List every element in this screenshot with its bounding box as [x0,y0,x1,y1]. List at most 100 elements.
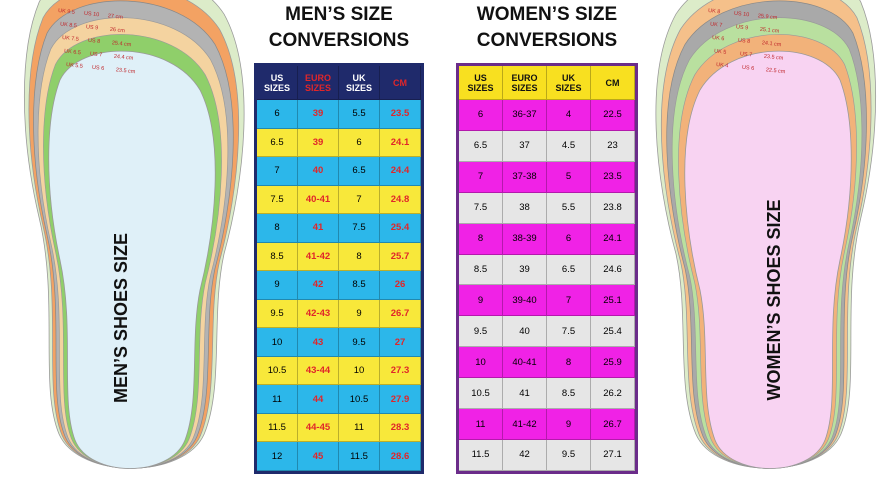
table-cell: 6.5 [547,254,591,286]
table-cell: 7 [459,161,503,193]
header-cell: CM [380,66,421,100]
table-cell: 9.5 [459,316,503,348]
insole-label: UK 9.5 US 10 27 cm [58,8,124,21]
table-cell: 11 [339,413,380,443]
insole-label-text: 26 cm [110,27,126,35]
insole-label-text: US 7 [90,51,103,58]
table-cell: 6 [547,223,591,255]
table-cell: 41-42 [503,409,547,440]
table-cell: 38 [503,192,547,224]
table-header: US SIZES EURO SIZES UK SIZES CM [257,66,421,100]
table-row: 6 39 5.5 23.5 [257,100,421,129]
table-row: 9.5 40 7.5 25.4 [459,316,635,348]
insole-label-text: UK 9.5 [58,8,75,16]
insole-label-text: 25.1 cm [760,27,781,35]
table-row: 11.5 44-45 11 28.3 [257,413,421,443]
table-cell: 37-38 [503,161,547,193]
table-cell: 27.1 [591,439,635,471]
table-cell: 39 [298,128,339,158]
table-cell: 23.8 [591,192,635,224]
table-cell: 6 [257,100,298,129]
table-cell: 23 [591,130,635,162]
title-line: WOMEN’S SIZE [476,4,618,25]
table-cell: 26.7 [591,409,635,440]
insole-label-text: UK 8.5 [60,22,77,30]
table-cell: 42 [503,439,547,471]
table-cell: 10 [257,328,298,357]
table-cell: 45 [298,442,339,471]
table-row: 7.5 40-41 7 24.8 [257,185,421,215]
header-cell: US SIZES [257,66,298,100]
table-cell: 6 [339,128,380,158]
insole-label: UK 6.5 US 7 24.4 cm [64,49,134,62]
table-cell: 8 [459,223,503,255]
title-line: MEN’S SIZE [285,4,393,25]
table-cell: 10 [339,356,380,386]
insole-label: UK 4 US 6 22.5 cm [716,62,786,75]
table-cell: 24.6 [591,254,635,286]
insole-label-text: US 9 [86,24,99,31]
table-cell: 43-44 [298,356,339,386]
insole-label-text: UK 6 [712,35,725,42]
table-cell: 9 [257,271,298,300]
table-row: 10 40-41 8 25.9 [459,347,635,379]
table-cell: 23.5 [591,161,635,193]
insole-label: UK 8.5 US 9 26 cm [60,22,126,35]
header-cell: CM [591,66,635,100]
table-cell: 11.5 [257,413,298,443]
insole-label: UK 7.5 US 8 25.4 cm [62,35,132,48]
table-cell: 10.5 [459,378,503,410]
table-cell: 9.5 [257,299,298,329]
table-cell: 7 [257,157,298,186]
table-row: 10.5 41 8.5 26.2 [459,378,635,410]
table-cell: 44-45 [298,413,339,443]
table-cell: 11.5 [459,439,503,471]
table-cell: 23.5 [380,100,421,129]
table-cell: 7 [547,285,591,317]
table-cell: 40 [298,157,339,186]
table-cell: 11.5 [339,442,380,471]
table-row: 6 36-37 4 22.5 [459,100,635,131]
table-row: 7 40 6.5 24.4 [257,157,421,186]
insole-label-text: UK 6.5 [64,49,81,57]
table-cell: 11 [459,409,503,440]
table-row: 9 42 8.5 26 [257,271,421,300]
table-cell: 24.1 [380,128,421,158]
insole-label-text: US 7 [740,51,753,58]
table-cell: 25.1 [591,285,635,317]
insole-label-text: UK 8 [708,8,721,15]
insole-label-text: US 6 [742,65,755,72]
insole-label: UK 6 US 8 24.1 cm [712,35,782,48]
table-cell: 7.5 [339,214,380,243]
table-cell: 8 [339,242,380,272]
size-table: US SIZES EURO SIZES UK SIZES CM 6 39 5.5 23.5 6.… [254,63,424,474]
table-row: 8 41 7.5 25.4 [257,214,421,243]
insole-label-text: UK 7.5 [62,35,79,43]
table-cell: 10.5 [257,356,298,386]
header-cell: EURO SIZES [503,66,547,100]
table-cell: 8 [257,214,298,243]
table-header: US SIZES EURO SIZES UK SIZES CM [459,66,635,100]
title-line: CONVERSIONS [476,30,618,51]
table-row: 7 37-38 5 23.5 [459,161,635,193]
table-cell: 4 [547,100,591,131]
insole-label: UK 5 US 7 23.5 cm [714,49,784,62]
insole-label-text: 23.5 cm [764,54,785,62]
table-cell: 9.5 [547,439,591,471]
insole-label-text: 27 cm [108,13,124,21]
table-row: 11 44 10.5 27.9 [257,385,421,414]
table-cell: 5.5 [547,192,591,224]
table-cell: 8.5 [339,271,380,300]
table-cell: 27.3 [380,356,421,386]
insole-label-text: 23.5 cm [116,67,137,75]
table-cell: 8.5 [257,242,298,272]
table-cell: 22.5 [591,100,635,131]
header-cell: UK SIZES [339,66,380,100]
table-cell: 8 [547,347,591,379]
table-cell: 11 [257,385,298,414]
insole-label-text: 22.5 cm [766,67,787,75]
table-cell: 24.4 [380,157,421,186]
table-cell: 25.4 [591,316,635,348]
title: WOMEN’S SIZE CONVERSIONS [448,2,646,54]
insole-label-text: US 6 [92,65,105,72]
